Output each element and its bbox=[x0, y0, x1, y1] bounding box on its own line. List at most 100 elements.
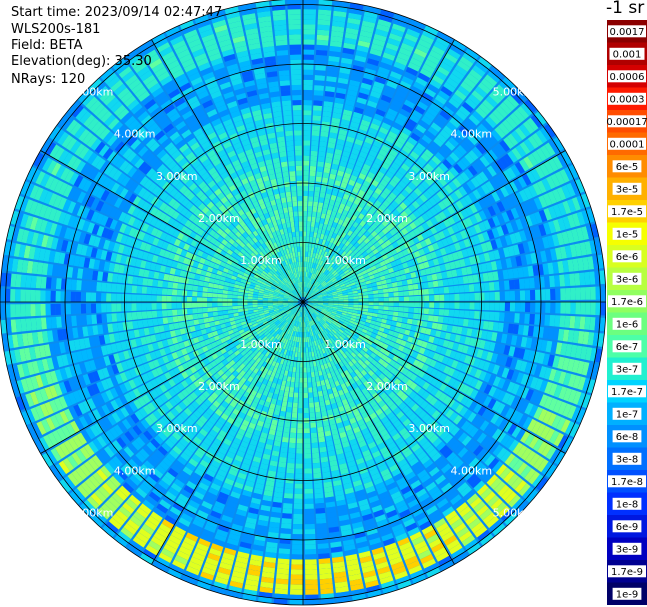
gate-cell bbox=[471, 162, 482, 173]
gate-cell bbox=[308, 300, 314, 302]
gate-cell bbox=[424, 295, 430, 302]
gate-cell bbox=[315, 291, 321, 295]
gate-cell bbox=[586, 208, 596, 223]
gate-cell bbox=[306, 287, 309, 293]
gate-cell bbox=[391, 99, 403, 108]
gate-cell bbox=[433, 204, 443, 213]
gate-cell bbox=[510, 207, 520, 219]
gate-cell bbox=[463, 194, 473, 205]
gate-cell bbox=[437, 256, 445, 265]
gate-cell bbox=[362, 180, 371, 188]
gate-cell bbox=[424, 111, 436, 122]
gate-cell bbox=[354, 182, 362, 190]
gate-cell bbox=[495, 84, 509, 97]
gate-cell bbox=[495, 143, 507, 155]
gate-cell bbox=[449, 244, 457, 253]
gate-cell bbox=[457, 85, 470, 97]
gate-cell bbox=[477, 273, 484, 283]
gate-cell bbox=[303, 347, 306, 353]
gate-cell bbox=[452, 277, 459, 285]
gate-cell bbox=[404, 33, 419, 43]
gate-cell bbox=[303, 125, 311, 131]
gate-cell bbox=[492, 109, 505, 122]
gate-cell bbox=[333, 217, 340, 224]
gate-cell bbox=[404, 254, 412, 262]
gate-cell bbox=[386, 183, 395, 192]
gate-cell bbox=[410, 191, 419, 200]
gate-cell bbox=[425, 228, 433, 237]
gate-cell bbox=[393, 306, 399, 312]
gate-cell bbox=[395, 13, 410, 24]
gate-cell bbox=[296, 448, 303, 454]
gate-cell bbox=[343, 302, 349, 305]
gate-cell bbox=[311, 130, 320, 137]
gate-cell bbox=[327, 295, 333, 298]
gate-cell bbox=[493, 249, 501, 260]
gate-cell bbox=[338, 236, 344, 243]
gate-cell bbox=[353, 302, 359, 305]
gate-cell bbox=[382, 288, 389, 293]
gate-cell bbox=[310, 262, 314, 268]
gate-cell bbox=[574, 272, 581, 286]
gate-cell bbox=[431, 169, 441, 180]
gate-cell bbox=[335, 143, 344, 151]
gate-cell bbox=[397, 251, 405, 259]
gate-cell bbox=[571, 228, 580, 243]
gate-cell bbox=[490, 261, 498, 271]
gate-cell bbox=[487, 321, 494, 331]
gate-cell bbox=[345, 27, 359, 35]
gate-cell bbox=[549, 275, 556, 288]
gate-cell bbox=[329, 173, 336, 180]
gate-cell bbox=[430, 251, 438, 259]
gate-cell bbox=[312, 298, 318, 300]
gate-cell bbox=[361, 20, 376, 29]
gate-cell bbox=[391, 66, 404, 76]
gate-cell bbox=[376, 281, 382, 286]
gate-cell bbox=[509, 112, 522, 126]
gate-cell bbox=[394, 117, 406, 127]
gate-cell bbox=[468, 256, 476, 265]
gate-cell bbox=[337, 134, 347, 141]
gate-cell bbox=[329, 40, 343, 48]
gate-cell bbox=[552, 204, 562, 218]
gate-cell bbox=[426, 107, 439, 118]
gate-cell bbox=[330, 35, 343, 43]
gate-cell bbox=[315, 275, 320, 281]
gate-cell bbox=[343, 145, 352, 153]
gate-cell bbox=[322, 294, 328, 297]
gate-cell bbox=[401, 249, 409, 257]
gate-cell bbox=[495, 105, 508, 118]
gate-cell bbox=[350, 232, 357, 239]
gate-cell bbox=[286, 467, 295, 474]
gate-cell bbox=[309, 175, 316, 182]
gate-cell bbox=[322, 274, 327, 280]
gate-cell bbox=[499, 156, 510, 169]
gate-cell bbox=[339, 202, 346, 210]
gate-cell bbox=[321, 292, 327, 296]
gate-cell bbox=[311, 447, 319, 454]
gate-cell bbox=[518, 278, 525, 289]
gate-cell bbox=[404, 233, 412, 241]
gate-cell bbox=[467, 319, 474, 328]
gate-cell bbox=[358, 263, 364, 269]
gate-cell bbox=[328, 273, 333, 279]
gate-cell bbox=[303, 342, 306, 348]
gate-cell bbox=[334, 148, 343, 156]
gate-cell bbox=[409, 57, 423, 68]
gate-cell bbox=[387, 244, 395, 251]
gate-cell bbox=[506, 94, 520, 108]
gate-cell bbox=[400, 163, 410, 172]
gate-cell bbox=[405, 66, 419, 77]
gate-cell bbox=[557, 217, 566, 231]
gate-cell bbox=[458, 310, 465, 318]
gate-cell bbox=[285, 411, 292, 418]
gate-cell bbox=[465, 118, 477, 130]
gate-cell bbox=[305, 276, 307, 283]
gate-cell bbox=[308, 277, 311, 283]
gate-cell bbox=[306, 261, 310, 268]
gate-cell bbox=[430, 141, 441, 151]
gate-cell bbox=[283, 493, 293, 499]
gate-cell bbox=[314, 75, 325, 81]
gate-cell bbox=[316, 533, 328, 539]
gate-cell bbox=[294, 382, 299, 388]
